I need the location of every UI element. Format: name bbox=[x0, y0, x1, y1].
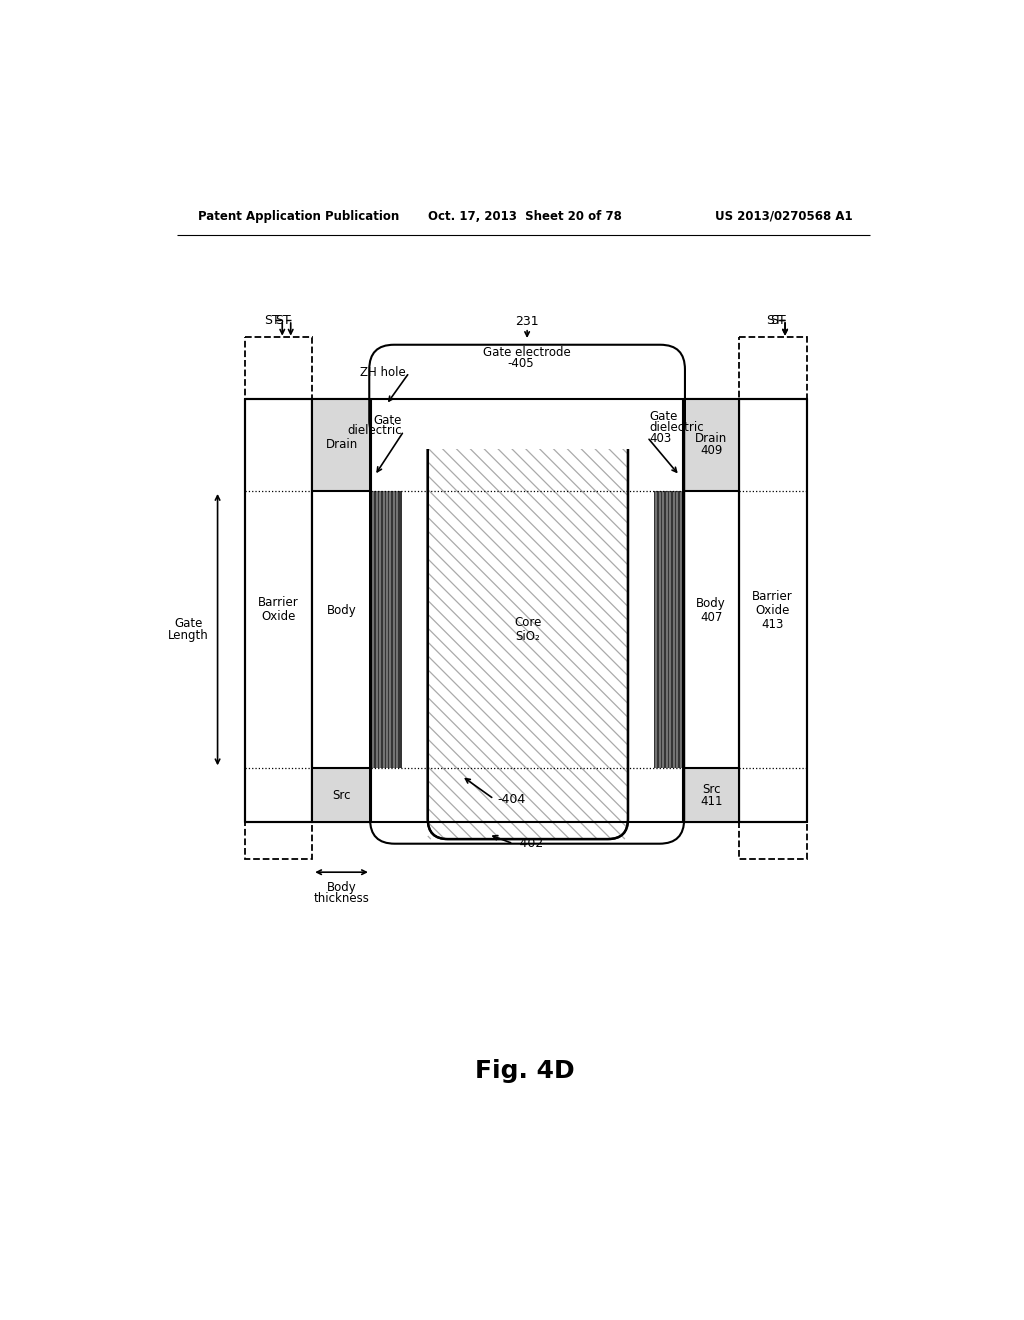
Bar bbox=[312, 399, 371, 822]
Text: Barrier: Barrier bbox=[753, 590, 794, 603]
Bar bbox=[312, 399, 371, 491]
Text: ST: ST bbox=[770, 314, 785, 326]
Bar bbox=[654, 768, 683, 822]
Text: 231: 231 bbox=[515, 315, 539, 329]
Text: Barrier: Barrier bbox=[258, 597, 299, 610]
Text: Length: Length bbox=[168, 630, 209, 643]
Bar bbox=[371, 491, 401, 768]
Text: Gate: Gate bbox=[373, 413, 401, 426]
Text: Gate: Gate bbox=[174, 616, 203, 630]
Text: Oxide: Oxide bbox=[261, 610, 296, 623]
Text: -405: -405 bbox=[508, 358, 535, 371]
Bar bbox=[371, 768, 683, 822]
FancyBboxPatch shape bbox=[428, 397, 628, 840]
Bar bbox=[429, 399, 627, 822]
Bar bbox=[739, 337, 807, 859]
Bar bbox=[654, 399, 683, 822]
Text: ST: ST bbox=[264, 314, 280, 326]
Bar bbox=[312, 768, 371, 822]
Text: 413: 413 bbox=[762, 618, 784, 631]
Text: Src: Src bbox=[333, 788, 351, 801]
Text: Src: Src bbox=[701, 783, 721, 796]
Text: Drain: Drain bbox=[695, 432, 727, 445]
Text: Oxide: Oxide bbox=[756, 603, 790, 616]
Text: SiO₂: SiO₂ bbox=[515, 630, 541, 643]
Text: ST: ST bbox=[767, 314, 782, 326]
Bar bbox=[654, 491, 683, 768]
Bar bbox=[371, 422, 683, 449]
Text: Drain: Drain bbox=[326, 438, 357, 451]
Text: Body: Body bbox=[696, 597, 726, 610]
Text: 403: 403 bbox=[649, 432, 672, 445]
Bar bbox=[371, 399, 683, 491]
Text: -404: -404 bbox=[497, 792, 525, 805]
Text: -402: -402 bbox=[515, 837, 544, 850]
Bar bbox=[683, 399, 739, 491]
Bar bbox=[683, 768, 739, 822]
Text: 411: 411 bbox=[699, 795, 722, 808]
Text: Gate: Gate bbox=[649, 409, 678, 422]
Bar bbox=[739, 399, 807, 822]
Text: Body: Body bbox=[327, 603, 356, 616]
Text: 409: 409 bbox=[700, 445, 722, 458]
Text: ST: ST bbox=[275, 314, 291, 326]
Bar bbox=[371, 399, 401, 822]
Text: Core: Core bbox=[514, 616, 542, 630]
Text: Patent Application Publication: Patent Application Publication bbox=[199, 210, 399, 223]
Text: ZH hole: ZH hole bbox=[360, 366, 407, 379]
FancyBboxPatch shape bbox=[370, 345, 685, 445]
Bar bbox=[371, 399, 401, 491]
Text: thickness: thickness bbox=[313, 892, 370, 906]
Text: Fig. 4D: Fig. 4D bbox=[475, 1059, 574, 1082]
Text: Oct. 17, 2013  Sheet 20 of 78: Oct. 17, 2013 Sheet 20 of 78 bbox=[428, 210, 622, 223]
Text: Body: Body bbox=[327, 880, 356, 894]
Text: 407: 407 bbox=[700, 611, 722, 624]
Bar bbox=[371, 768, 401, 822]
Text: dielectric: dielectric bbox=[649, 421, 705, 434]
Bar bbox=[245, 337, 312, 859]
Text: Gate electrode: Gate electrode bbox=[483, 346, 571, 359]
Text: US 2013/0270568 A1: US 2013/0270568 A1 bbox=[715, 210, 853, 223]
Bar bbox=[245, 399, 312, 822]
FancyBboxPatch shape bbox=[370, 395, 684, 843]
Text: dielectric: dielectric bbox=[347, 425, 401, 437]
Bar bbox=[654, 399, 683, 491]
Bar bbox=[683, 399, 739, 822]
